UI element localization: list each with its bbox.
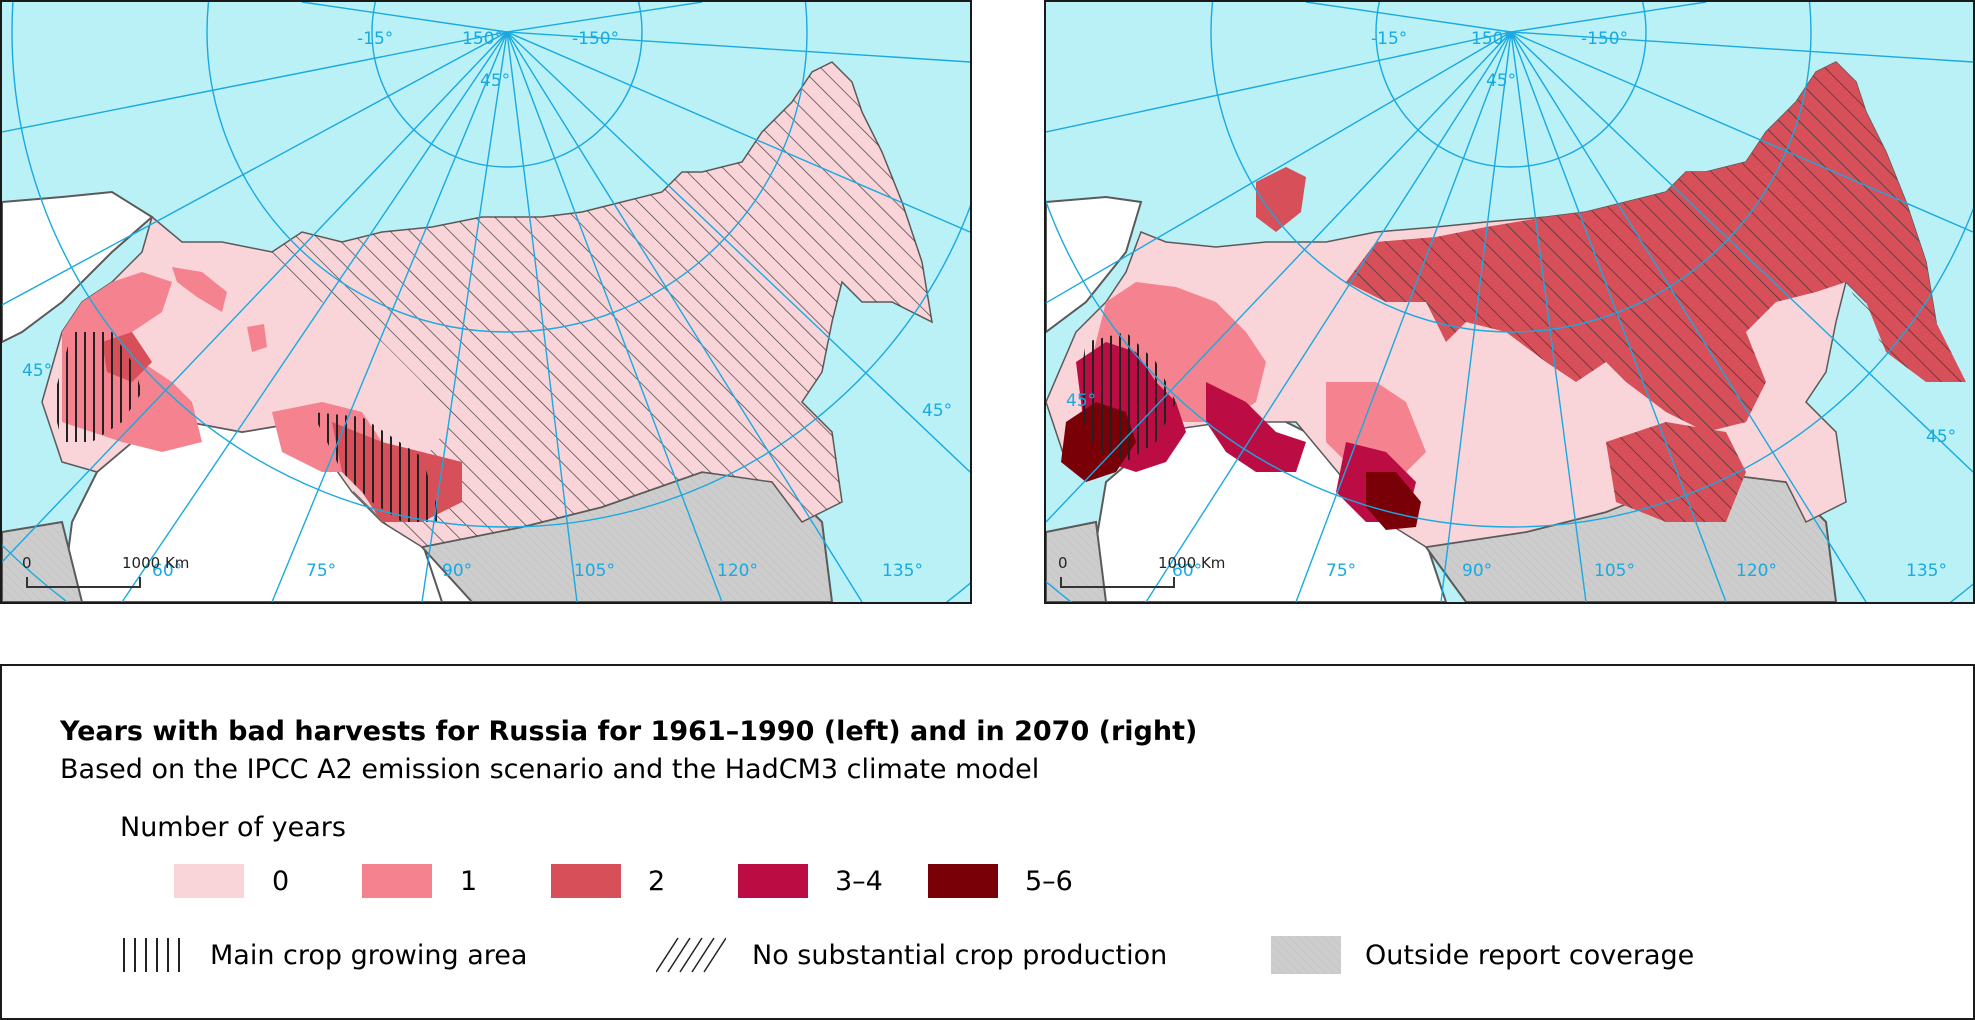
- main-crop-south: [312, 412, 442, 522]
- scale-bar: 0 1000 Km: [22, 554, 189, 588]
- graticule: [2, 2, 970, 602]
- deg-label-top2: 150°: [1471, 29, 1512, 49]
- deg-label-120: 120°: [1736, 561, 1777, 581]
- class1-volga: [247, 324, 267, 352]
- deg-label-top2: 150°: [462, 29, 503, 49]
- swatch-class-0: [174, 864, 244, 898]
- deg-label-135: 135°: [882, 561, 923, 581]
- legend-heading: Number of years: [120, 812, 346, 843]
- deg-label-toplat: 45°: [480, 71, 510, 91]
- class1-north-strip: [172, 267, 227, 312]
- deg-label-90: 90°: [1462, 561, 1492, 581]
- deg-label-leftlat: 45°: [22, 361, 52, 381]
- legend-box: [0, 664, 1975, 1020]
- deg-label-90: 90°: [442, 561, 472, 581]
- map-left-1961-1990: -15° 150° -150° 45° 45° 45° 60° 75° 90° …: [0, 0, 972, 604]
- legend-subtitle: Based on the IPCC A2 emission scenario a…: [60, 754, 1040, 785]
- no-crop-area: [1346, 62, 1966, 432]
- deg-label-60: 60°: [1172, 561, 1202, 581]
- deg-label-105: 105°: [1594, 561, 1635, 581]
- scale-value: 1000 Km: [1158, 554, 1225, 572]
- deg-label-105: 105°: [574, 561, 615, 581]
- no-crop-area: [272, 62, 932, 547]
- swatch-label-0: 0: [272, 866, 290, 897]
- swatch-label-3-4: 3–4: [835, 866, 883, 897]
- deg-label-120: 120°: [717, 561, 758, 581]
- pattern-no-crop: [656, 937, 726, 973]
- deg-label-60: 60°: [152, 561, 182, 581]
- scale-zero: 0: [22, 554, 32, 572]
- swatch-label-1: 1: [460, 866, 478, 897]
- swatch-class-1: [362, 864, 432, 898]
- pattern-label-no-crop: No substantial crop production: [752, 940, 1168, 971]
- deg-label-135: 135°: [1906, 561, 1947, 581]
- deg-label-leftlat: 45°: [1066, 391, 1096, 411]
- deg-label-top3: -150°: [1581, 29, 1628, 49]
- main-crop-west: [1076, 332, 1176, 462]
- map-left-svg: -15° 150° -150° 45° 45° 45° 60° 75° 90° …: [2, 2, 970, 602]
- pattern-outside-coverage: [1271, 936, 1341, 974]
- southern-land: [2, 190, 154, 344]
- deg-label-rightlat: 45°: [1926, 427, 1956, 447]
- legend-title: Years with bad harvests for Russia for 1…: [60, 716, 1198, 747]
- deg-label-75: 75°: [1326, 561, 1356, 581]
- graticule: [1046, 2, 1973, 602]
- southern-land: [1046, 195, 1143, 334]
- deg-label-top3: -150°: [572, 29, 619, 49]
- map-right-2070: -15° 150° -150° 45° 45° 45° 60° 75° 90° …: [1044, 0, 1975, 604]
- deg-label-75: 75°: [306, 561, 336, 581]
- no-crop-south-east: [1606, 422, 1746, 522]
- pattern-label-main-crop: Main crop growing area: [210, 940, 528, 971]
- scale-value: 1000 Km: [122, 554, 189, 572]
- swatch-label-5-6: 5–6: [1025, 866, 1073, 897]
- swatch-class-5-6: [928, 864, 998, 898]
- deg-label-top1: -15°: [357, 29, 393, 49]
- scale-zero: 0: [1058, 554, 1068, 572]
- pattern-main-crop: [123, 938, 180, 972]
- scale-bar: 0 1000 Km: [1058, 554, 1225, 588]
- class2-kola: [1256, 167, 1306, 232]
- pattern-label-outside-coverage: Outside report coverage: [1365, 940, 1695, 971]
- main-crop-west: [52, 332, 142, 442]
- class34-middle: [1206, 382, 1306, 472]
- deg-label-top1: -15°: [1371, 29, 1407, 49]
- map-right-svg: -15° 150° -150° 45° 45° 45° 60° 75° 90° …: [1046, 2, 1973, 602]
- swatch-class-3-4: [738, 864, 808, 898]
- deg-label-toplat: 45°: [1486, 71, 1516, 91]
- swatch-label-2: 2: [648, 866, 666, 897]
- deg-label-rightlat: 45°: [922, 401, 952, 421]
- swatch-class-2: [551, 864, 621, 898]
